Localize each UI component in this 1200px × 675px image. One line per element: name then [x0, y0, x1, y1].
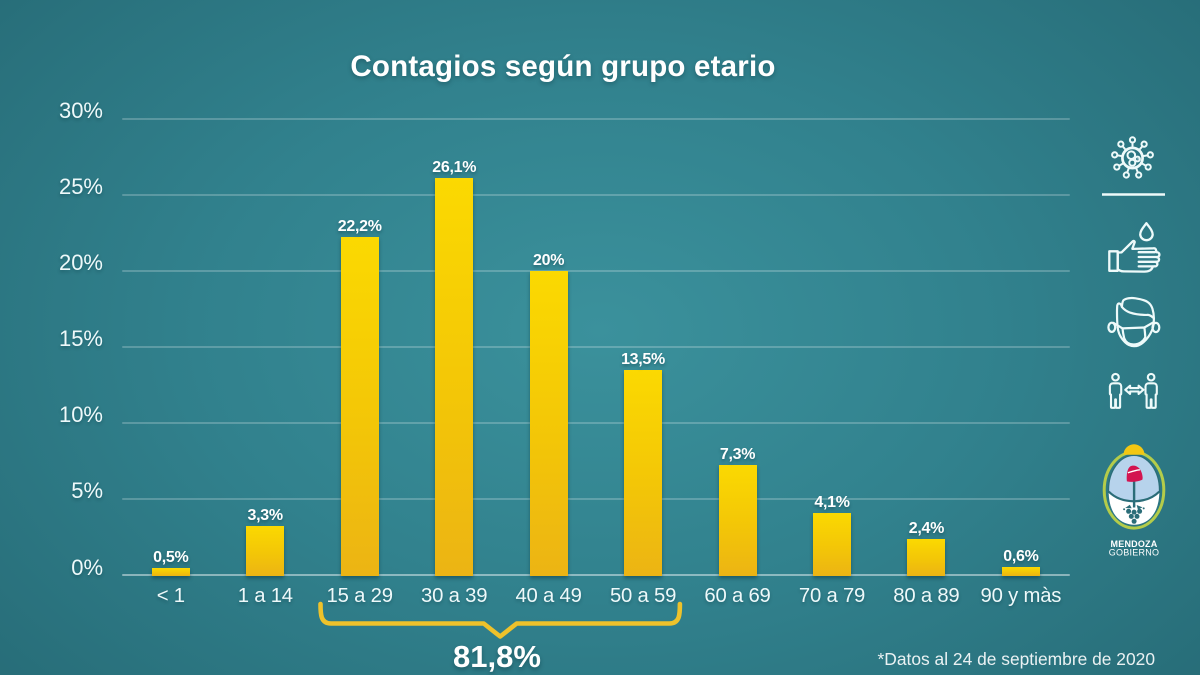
svg-text:GOBIERNO: GOBIERNO — [1109, 548, 1160, 558]
svg-text:MENDOZA: MENDOZA — [1111, 539, 1158, 549]
